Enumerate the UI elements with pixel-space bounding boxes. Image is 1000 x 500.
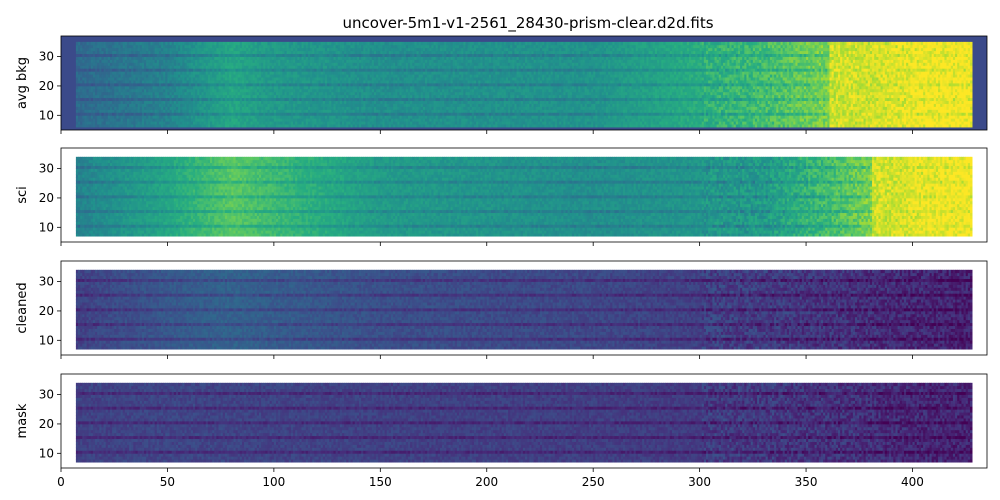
panel-1: 10 20 30 sci [15, 147, 988, 246]
heatmap-3 [75, 382, 973, 463]
ytick-label: 10 [39, 220, 54, 234]
ytick-label: 30 [39, 162, 54, 176]
axes-frame [60, 35, 988, 131]
heatmap-1 [75, 156, 973, 237]
xtick-label: 50 [160, 475, 175, 489]
ytick-label: 30 [39, 388, 54, 402]
panels: 10 20 30 avg bkg 10 20 30 sci 10 20 30 cleaned 10 20 3… [15, 35, 988, 489]
panel-0: 10 20 30 avg bkg [15, 35, 988, 134]
xtick-label: 400 [901, 475, 924, 489]
ylabel: avg bkg [15, 57, 30, 109]
ytick-label: 30 [39, 50, 54, 64]
axes-frame [60, 373, 988, 469]
ytick-label: 10 [39, 446, 54, 460]
axes-frame [60, 260, 988, 356]
xtick-label: 300 [688, 475, 711, 489]
xtick-label: 150 [369, 475, 392, 489]
ylabel: sci [15, 186, 30, 204]
heatmap-2 [75, 269, 973, 350]
figure-title: uncover-5m1-v1-2561_28430-prism-clear.d2… [342, 14, 713, 33]
ytick-label: 10 [39, 333, 54, 347]
xtick-label: 350 [795, 475, 818, 489]
ytick-label: 10 [39, 108, 54, 122]
xtick-label: 100 [262, 475, 285, 489]
xtick-label: 0 [57, 475, 65, 489]
panel-2: 10 20 30 cleaned [15, 260, 988, 359]
xtick-label: 250 [582, 475, 605, 489]
ytick-label: 20 [39, 79, 54, 93]
ylabel: mask [15, 403, 30, 438]
xtick-label: 200 [475, 475, 498, 489]
axes-frame [60, 147, 988, 243]
ytick-label: 30 [39, 275, 54, 289]
heatmap-0 [61, 36, 987, 130]
ytick-label: 20 [39, 417, 54, 431]
ytick-label: 20 [39, 191, 54, 205]
ytick-label: 20 [39, 304, 54, 318]
ylabel: cleaned [15, 282, 30, 333]
